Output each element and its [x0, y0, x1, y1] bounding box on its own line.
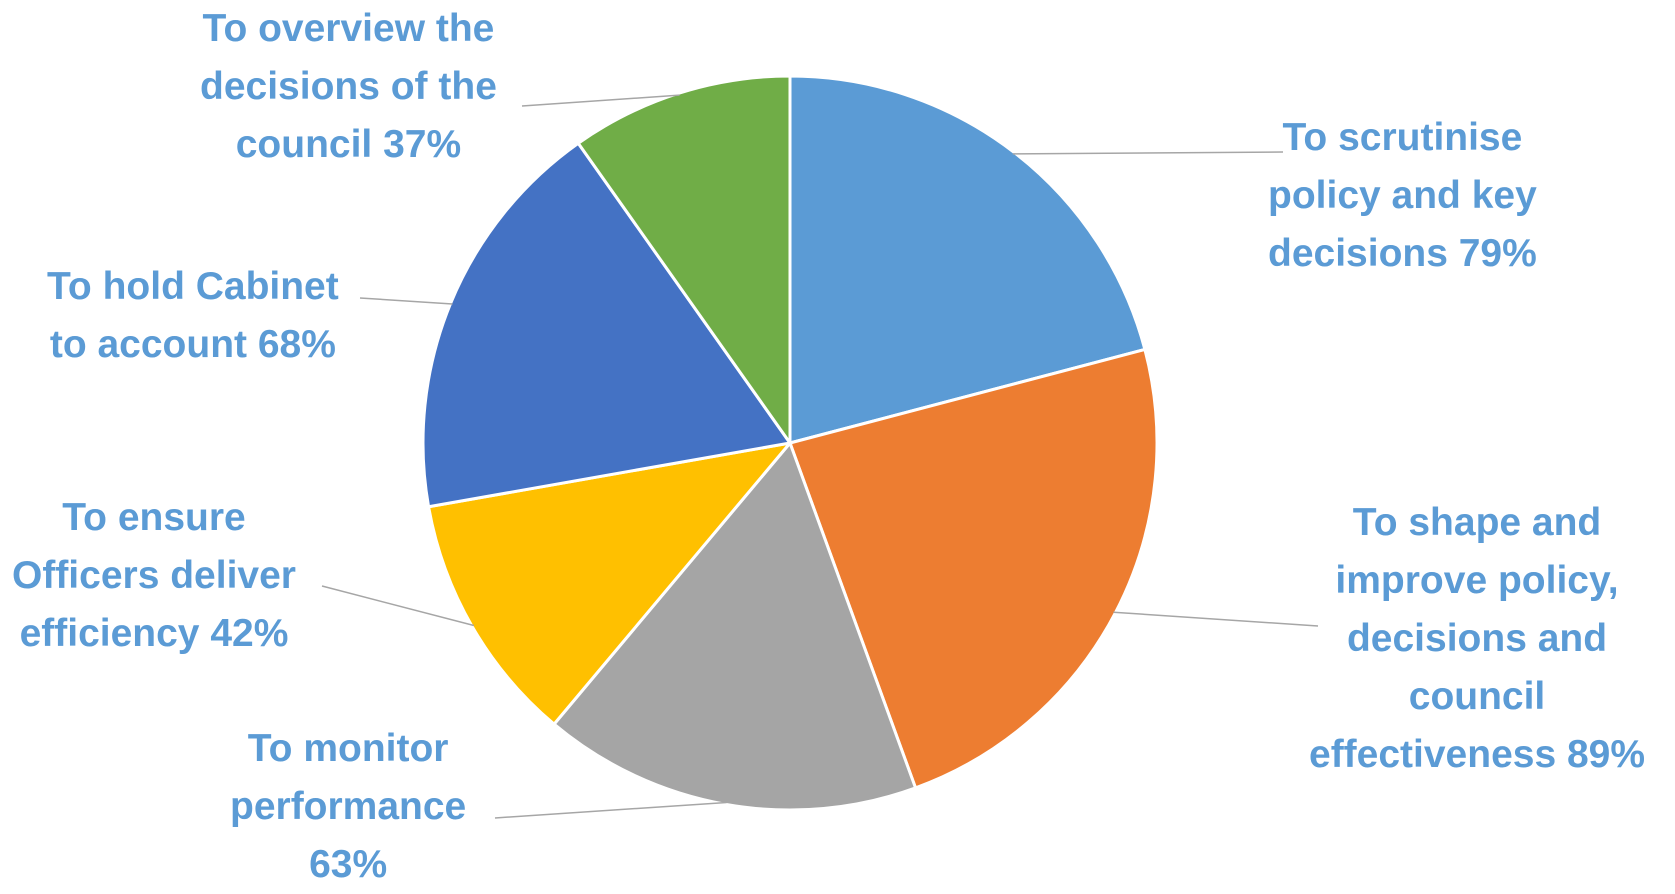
slice-ensure-officers	[426, 440, 794, 727]
slice-label-scrutinise-policy: To scrutinise policy and key decisions 7…	[1268, 116, 1537, 275]
leader-line-hold-cabinet	[359, 297, 453, 305]
leader-line-monitor-performance	[494, 801, 727, 819]
leader-lines	[321, 94, 1319, 819]
slice-label-overview-decisions: To overview the decisions of the council…	[200, 7, 497, 166]
slice-label-shape-improve-policy: To shape and improve policy, decisions a…	[1309, 501, 1646, 776]
slice-scrutinise-policy	[788, 74, 1147, 445]
pie-slices	[421, 74, 1159, 812]
slice-label-ensure-officers: To ensure Officers deliver efficiency 42…	[12, 496, 296, 655]
leader-line-overview-decisions	[521, 94, 680, 107]
slice-overview-decisions	[576, 74, 792, 448]
leader-line-scrutinise-policy	[1012, 151, 1284, 155]
slice-shape-improve-policy	[788, 347, 1159, 790]
leader-line-shape-improve-policy	[1113, 611, 1319, 627]
slice-label-hold-cabinet: To hold Cabinet to account 68%	[47, 265, 339, 366]
slice-monitor-performance	[551, 440, 918, 812]
leader-line-ensure-officers	[321, 585, 475, 627]
slice-label-monitor-performance: To monitor performance 63%	[230, 727, 467, 886]
